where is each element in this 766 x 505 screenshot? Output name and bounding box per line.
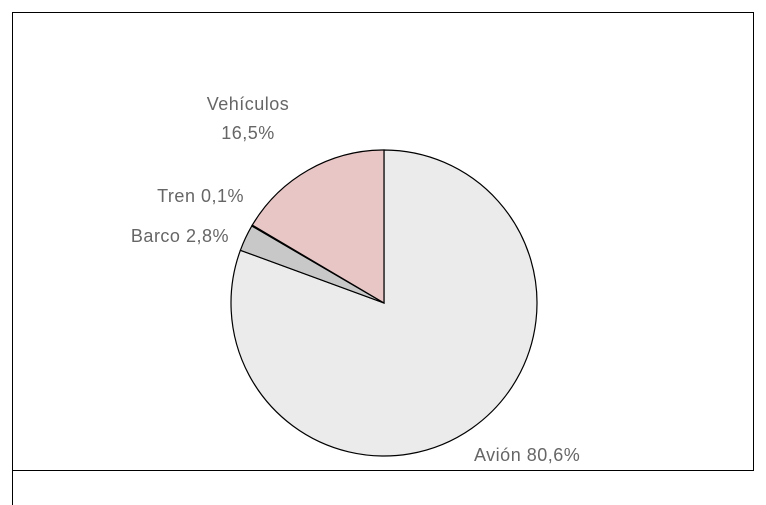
slice-label: Barco 2,8% <box>131 226 229 246</box>
slice-label: Tren 0,1% <box>157 186 244 206</box>
value-label: 16,5% <box>221 123 275 143</box>
pie-slice <box>251 149 385 305</box>
value-label: 80,6% <box>527 445 581 465</box>
category-label: Tren <box>157 186 195 206</box>
value-label: 0,1% <box>201 186 244 206</box>
category-label: Vehículos <box>207 94 290 114</box>
value-label: 2,8% <box>186 226 229 246</box>
slice-label: Avión 80,6% <box>474 445 580 465</box>
category-label: Avión <box>474 445 521 465</box>
category-label: Barco <box>131 226 181 246</box>
slice-label: Vehículos 16,5% <box>207 94 290 143</box>
chart-frame <box>12 12 754 471</box>
